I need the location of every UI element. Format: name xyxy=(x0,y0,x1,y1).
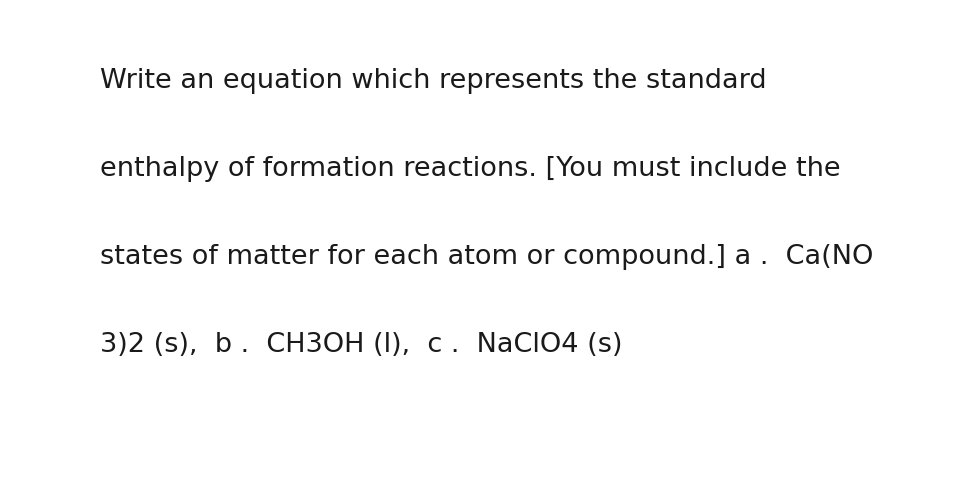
Text: enthalpy of formation reactions. [You must include the: enthalpy of formation reactions. [You mu… xyxy=(100,156,840,182)
Text: Write an equation which represents the standard: Write an equation which represents the s… xyxy=(100,68,766,94)
Text: 3)2 (s),  b .  CH3OH (l),  c .  NaClO4 (s): 3)2 (s), b . CH3OH (l), c . NaClO4 (s) xyxy=(100,332,622,358)
Text: states of matter for each atom or compound.] a .  Ca(NO: states of matter for each atom or compou… xyxy=(100,244,874,270)
